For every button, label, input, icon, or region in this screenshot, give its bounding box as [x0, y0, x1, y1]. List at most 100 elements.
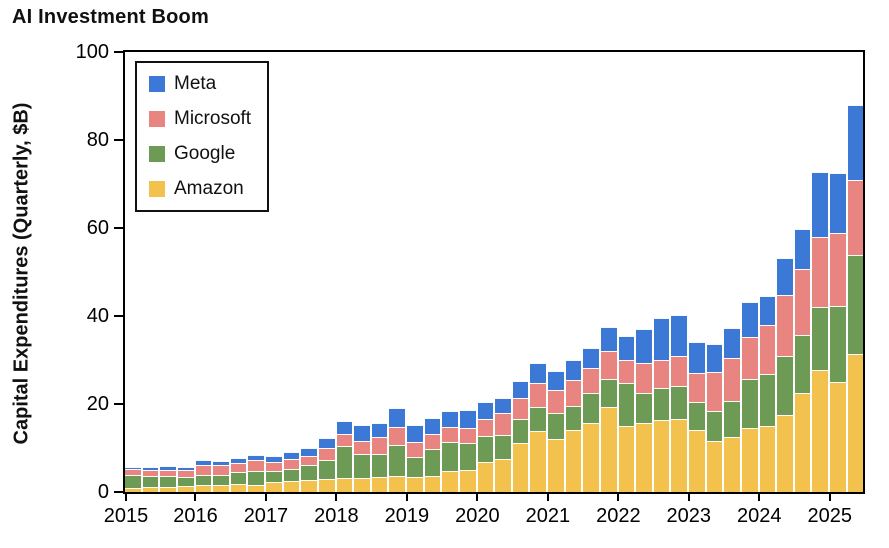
segment-microsoft: [636, 362, 652, 394]
bar-2021-Q2: [565, 52, 582, 492]
segment-meta: [195, 459, 212, 465]
segment-google: [741, 379, 758, 428]
segment-meta: [830, 172, 846, 233]
segment-meta: [389, 407, 405, 428]
segment-meta: [477, 402, 494, 419]
segment-microsoft: [530, 383, 546, 408]
bar-2023-Q3: [724, 52, 740, 492]
segment-google: [354, 453, 370, 478]
segment-google: [230, 472, 247, 484]
x-tick-label-2019: 2019: [384, 505, 430, 527]
segment-meta: [230, 457, 247, 463]
bar-2025-Q2: [847, 52, 864, 492]
segment-microsoft: [407, 441, 423, 457]
x-tick-label-2020: 2020: [455, 505, 500, 527]
segment-amazon: [230, 483, 247, 492]
segment-google: [495, 435, 511, 459]
bar-2021-Q4: [600, 52, 617, 492]
segment-amazon: [266, 482, 282, 492]
segment-microsoft: [283, 458, 300, 469]
bar-2015-Q4: [177, 52, 194, 492]
segment-google: [213, 475, 229, 485]
segment-amazon: [794, 392, 811, 492]
segment-google: [283, 468, 300, 481]
x-tick-2024: [758, 492, 761, 501]
bar-2016-Q4: [248, 52, 264, 492]
bar-2024-Q2: [777, 52, 793, 492]
legend-item-meta: Meta: [149, 73, 251, 95]
segment-amazon: [301, 480, 317, 492]
segment-meta: [777, 257, 793, 296]
x-tick-2023: [687, 492, 690, 501]
bar-2015-Q2: [142, 52, 159, 492]
legend: Meta Microsoft Google Amazon: [135, 61, 270, 212]
segment-microsoft: [213, 465, 229, 476]
y-tick-label-60: 60: [86, 217, 109, 239]
segment-amazon: [195, 485, 212, 492]
bar-2020-Q1: [477, 52, 494, 492]
x-tick-2020: [476, 492, 479, 501]
segment-meta: [847, 105, 864, 181]
segment-microsoft: [318, 448, 335, 460]
bar-2021-Q3: [583, 52, 599, 492]
segment-meta: [512, 380, 529, 398]
x-tick-2025: [828, 492, 831, 501]
segment-google: [160, 476, 176, 487]
segment-meta: [354, 425, 370, 441]
bar-2019-Q3: [442, 52, 458, 492]
segment-amazon: [459, 470, 476, 492]
segment-google: [336, 446, 353, 479]
segment-meta: [600, 327, 617, 352]
segment-microsoft: [812, 237, 828, 307]
segment-meta: [548, 371, 564, 391]
segment-microsoft: [442, 426, 458, 442]
segment-amazon: [442, 471, 458, 492]
segment-microsoft: [653, 360, 670, 388]
segment-microsoft: [354, 440, 370, 454]
segment-meta: [442, 410, 458, 427]
amazon-swatch-icon: [149, 181, 165, 197]
segment-google: [142, 476, 159, 488]
y-tick-100: [114, 51, 123, 53]
x-tick-label-2015: 2015: [103, 505, 149, 527]
bar-2021-Q1: [548, 52, 564, 492]
segment-microsoft: [389, 427, 405, 445]
legend-label: Amazon: [174, 178, 244, 199]
legend-item-microsoft: Microsoft: [149, 108, 251, 130]
segment-amazon: [653, 419, 670, 492]
segment-microsoft: [759, 325, 776, 374]
segment-microsoft: [177, 470, 194, 478]
segment-amazon: [248, 484, 264, 492]
y-tick-60: [114, 227, 123, 229]
y-axis-label: Capital Expenditures (Quarterly, $B): [10, 102, 33, 445]
bar-2016-Q2: [213, 52, 229, 492]
bar-2018-Q2: [354, 52, 370, 492]
bar-2024-Q1: [759, 52, 776, 492]
segment-microsoft: [301, 455, 317, 465]
segment-google: [459, 443, 476, 470]
segment-google: [600, 378, 617, 408]
google-swatch-icon: [149, 146, 165, 162]
segment-meta: [318, 438, 335, 449]
segment-google: [512, 419, 529, 444]
segment-microsoft: [266, 462, 282, 472]
segment-meta: [724, 327, 740, 358]
segment-amazon: [741, 427, 758, 492]
x-tick-label-2021: 2021: [525, 505, 571, 527]
legend-label: Microsoft: [174, 108, 252, 129]
segment-google: [583, 393, 599, 423]
segment-google: [407, 456, 423, 478]
segment-meta: [213, 460, 229, 466]
x-tick-2018: [335, 492, 338, 501]
bar-2024-Q3: [794, 52, 811, 492]
segment-meta: [812, 172, 828, 238]
bar-2017-Q4: [318, 52, 335, 492]
segment-amazon: [495, 459, 511, 492]
segment-microsoft: [336, 433, 353, 447]
segment-google: [125, 474, 141, 488]
segment-microsoft: [600, 351, 617, 379]
segment-google: [794, 334, 811, 393]
segment-amazon: [407, 477, 423, 492]
x-tick-2021: [546, 492, 549, 501]
segment-google: [759, 373, 776, 427]
